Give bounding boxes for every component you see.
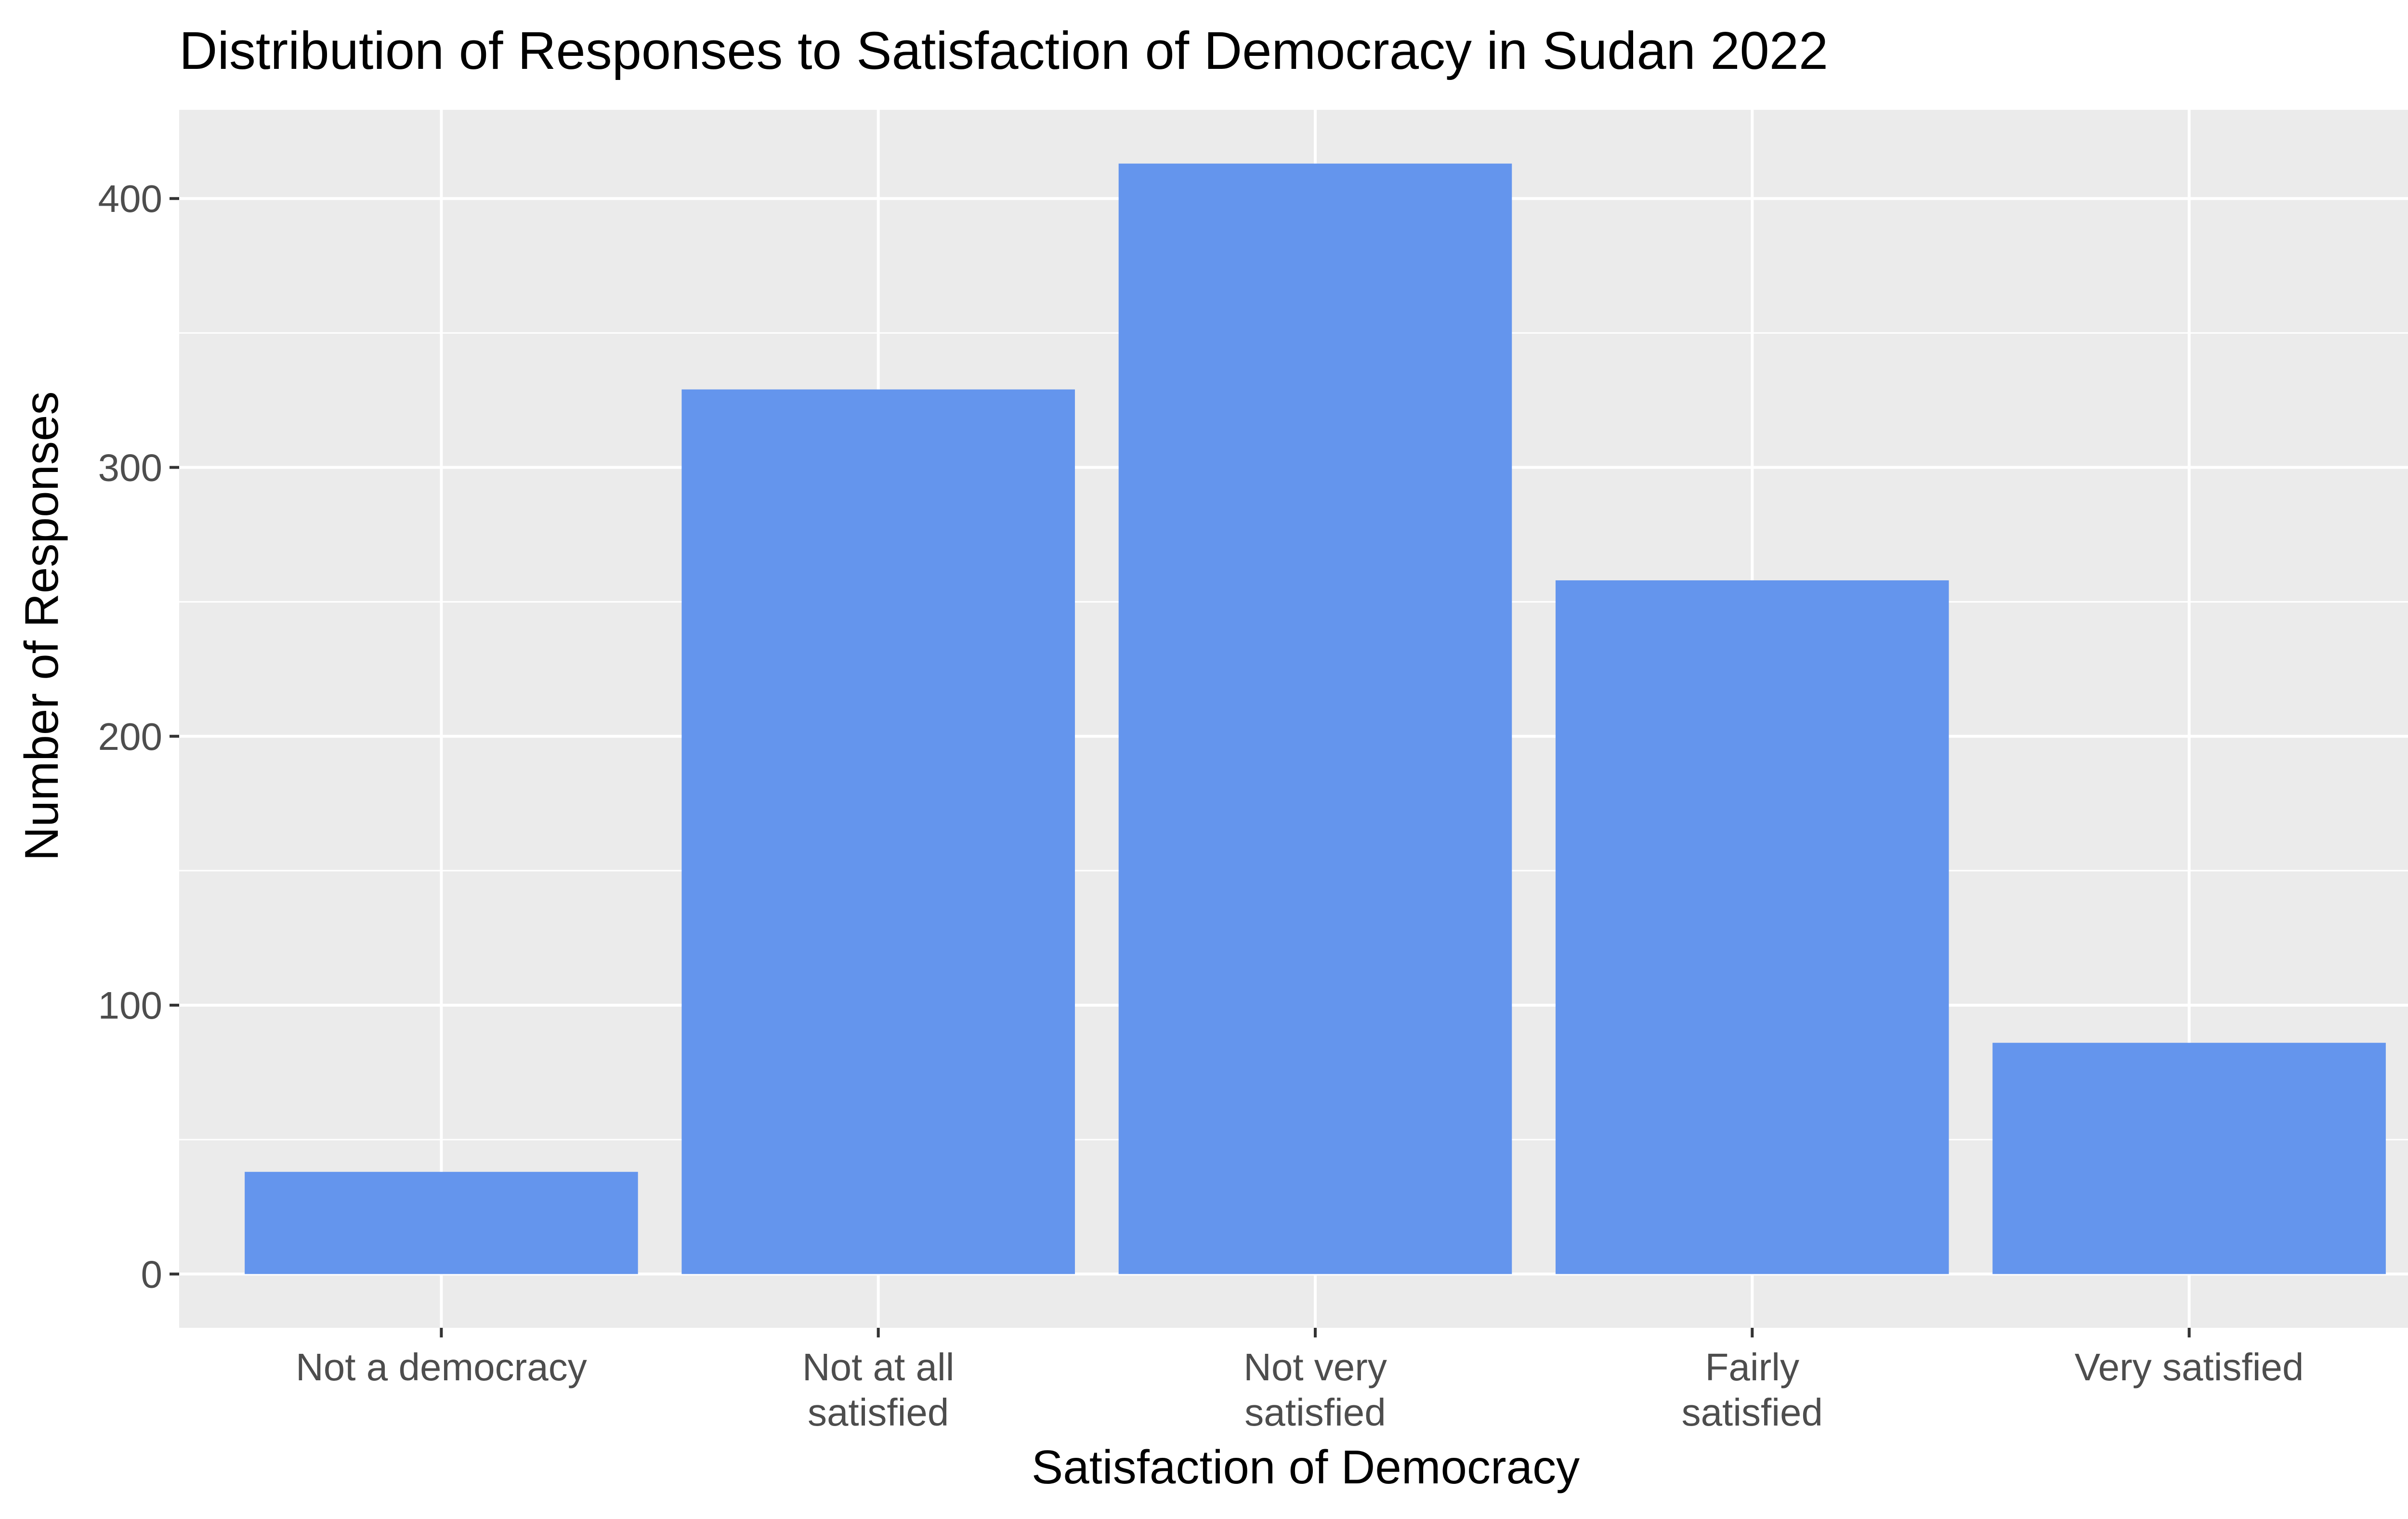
bar xyxy=(681,389,1075,1274)
x-tick-label: Fairly satisfied xyxy=(1682,1346,1823,1434)
bars xyxy=(245,163,2386,1274)
y-tick-label: 200 xyxy=(98,715,162,758)
y-axis: 0 100 200 300 400 xyxy=(98,177,179,1296)
x-axis-title: Satisfaction of Democracy xyxy=(1032,1440,1580,1493)
x-tick-label-line: Not at all xyxy=(802,1346,955,1388)
x-tick-label-line: Fairly xyxy=(1705,1346,1800,1388)
y-tick-label: 100 xyxy=(98,984,162,1027)
x-tick-label-line: Not a democracy xyxy=(296,1346,587,1388)
y-axis-title: Number of Responses xyxy=(15,391,68,861)
y-tick-label: 300 xyxy=(98,446,162,489)
x-tick-label: Very satisfied xyxy=(2075,1346,2304,1388)
x-tick-label-line: satisfied xyxy=(1244,1391,1386,1434)
bar xyxy=(245,1172,638,1274)
bar xyxy=(1118,163,1512,1274)
x-tick-label-line: satisfied xyxy=(808,1391,949,1434)
y-tick-label: 400 xyxy=(98,177,162,220)
bar xyxy=(1992,1043,2386,1274)
y-tick-label: 0 xyxy=(141,1253,163,1296)
bar xyxy=(1556,580,1949,1274)
x-tick-label-line: satisfied xyxy=(1682,1391,1823,1434)
x-tick-label-line: Not very xyxy=(1243,1346,1387,1388)
chart-title: Distribution of Responses to Satisfactio… xyxy=(179,21,1828,80)
x-tick-label: Not a democracy xyxy=(296,1346,587,1388)
x-tick-label-line: Very satisfied xyxy=(2075,1346,2304,1388)
x-tick-label: Not very satisfied xyxy=(1243,1346,1387,1434)
x-tick-label: Not at all satisfied xyxy=(802,1346,955,1434)
